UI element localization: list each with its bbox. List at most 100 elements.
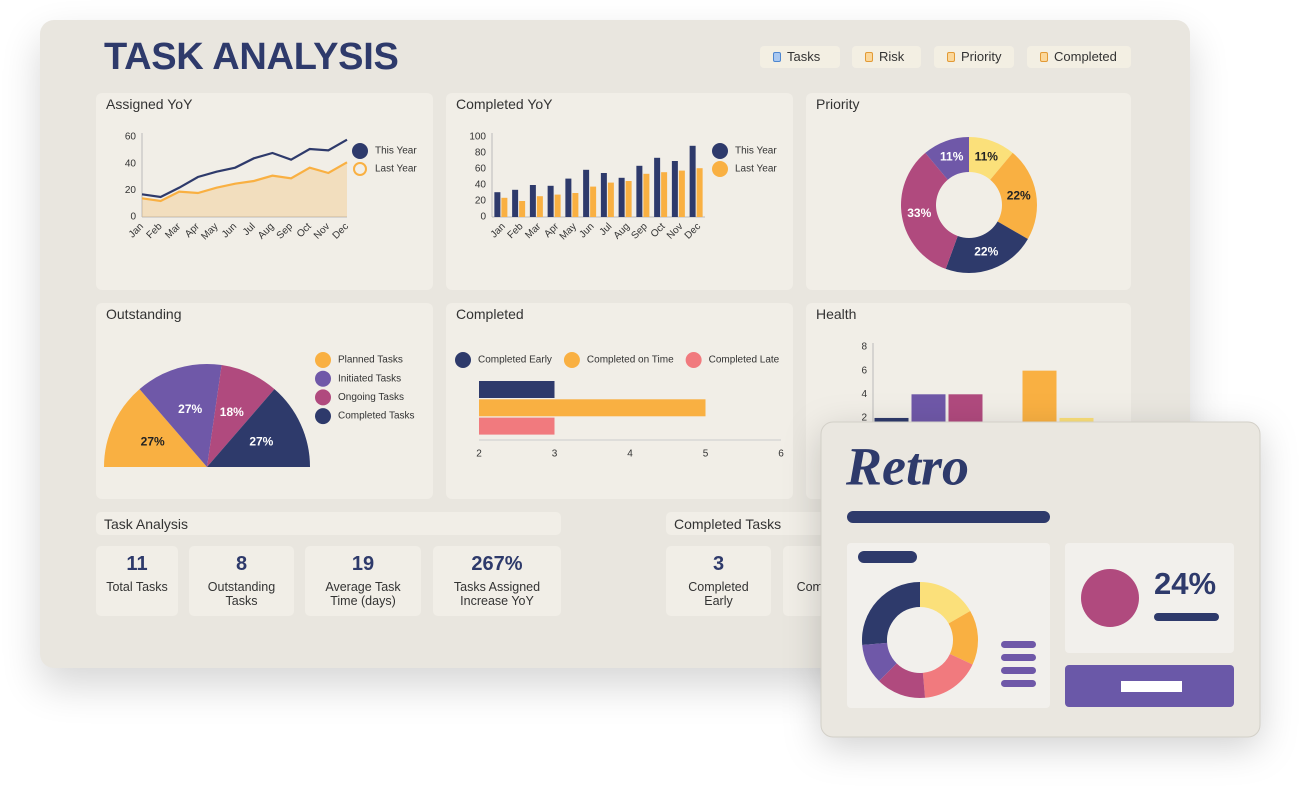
y-tick-label: 80 (475, 148, 487, 159)
decor-bar (1121, 681, 1182, 692)
value-label: 11% (940, 150, 964, 164)
page-title: TASK ANALYSIS (104, 36, 399, 78)
kpi-value: 11 (126, 553, 148, 575)
bar (678, 170, 685, 217)
legend-marker (353, 162, 367, 176)
slice (207, 365, 275, 467)
bar (554, 194, 561, 217)
kpi-card: 267% Tasks Assigned Increase YoY (433, 546, 561, 616)
value-label: 27% (249, 434, 273, 448)
decor-slice (920, 582, 971, 624)
bar (671, 161, 678, 217)
tab-label[interactable]: Completed (1054, 49, 1117, 64)
tab-label[interactable]: Risk (879, 49, 905, 64)
y-tick-label: 20 (475, 196, 487, 207)
y-tick-label: 20 (125, 185, 137, 196)
slice (139, 364, 222, 467)
value-label: 22% (1007, 188, 1031, 202)
bar (529, 185, 536, 217)
legend-label: This Year (375, 146, 417, 157)
decor-slice (922, 653, 973, 698)
legend-marker (712, 143, 728, 159)
bar (636, 165, 643, 217)
bar (479, 399, 706, 417)
value-label: 27% (178, 402, 202, 416)
x-tick-label: 3 (552, 449, 558, 460)
decor-donut (862, 582, 978, 698)
bar (618, 177, 625, 217)
bar (572, 193, 579, 217)
legend-marker (315, 408, 331, 425)
bar (689, 145, 696, 217)
overlay-value: 24% (1154, 566, 1216, 601)
kpi-label: Total Tasks (106, 580, 168, 594)
decor-slice (862, 582, 920, 646)
tab-label[interactable]: Tasks (787, 49, 821, 64)
legend-label: Completed Early (478, 355, 552, 366)
tab[interactable]: Risk (852, 46, 921, 68)
decor-line (1001, 667, 1036, 674)
decor-line (1001, 641, 1036, 648)
bar (661, 172, 668, 217)
legend-marker (315, 389, 331, 406)
bar (607, 182, 614, 217)
tab-label[interactable]: Priority (961, 49, 1002, 64)
kpi-label: Tasks Assigned Increase YoY (453, 580, 541, 608)
kpi-label: Completed Early (688, 580, 749, 608)
legend-label: Completed on Time (587, 355, 674, 366)
bar (696, 168, 703, 217)
bar (479, 417, 555, 435)
legend-label: Completed Tasks (338, 411, 415, 422)
decor-bar (858, 551, 917, 563)
bar (547, 185, 554, 217)
bar (625, 181, 632, 217)
y-tick-label: 100 (469, 132, 486, 143)
decor-bar (847, 511, 1050, 523)
y-tick-label: 8 (861, 342, 867, 353)
bar (512, 189, 519, 217)
line (141, 161, 348, 203)
slice (990, 152, 1037, 239)
tab[interactable]: Priority (934, 46, 1014, 68)
slice (104, 389, 207, 467)
section-header: Task Analysis (96, 512, 561, 535)
slice (900, 152, 958, 269)
slice (945, 221, 1028, 273)
legend-marker (712, 161, 728, 177)
chart-title: Priority (816, 96, 860, 112)
decor-line (1001, 654, 1036, 661)
chart-panel: Assigned YoY (96, 93, 433, 290)
legend-label: Planned Tasks (338, 355, 403, 366)
kpi-value: 3 (712, 553, 725, 575)
chart-title: Completed YoY (456, 96, 553, 112)
legend-label: Ongoing Tasks (338, 392, 404, 403)
bar (501, 197, 508, 217)
y-tick-label: 0 (130, 212, 136, 223)
kpi-value: 267% (471, 553, 523, 575)
y-tick-label: 2 (861, 413, 867, 424)
kpi-value: 19 (351, 553, 375, 575)
kpi-label: Outstanding Tasks (207, 580, 276, 608)
legend-label: Last Year (735, 164, 777, 175)
decor-slice (862, 642, 897, 682)
kpi-label: Average Task Time (days) (325, 580, 401, 608)
decor-circle (1081, 569, 1139, 627)
chart-title: Completed (456, 306, 524, 322)
legend-marker (315, 352, 331, 368)
value-label: 18% (220, 405, 244, 419)
value-label: 22% (974, 245, 998, 259)
bar (519, 201, 526, 217)
y-tick-label: 6 (861, 365, 867, 376)
tab[interactable]: Tasks (760, 46, 840, 68)
overlay-title: Retro (845, 436, 969, 496)
y-tick-label: 40 (475, 180, 487, 191)
bar (494, 192, 501, 217)
kpi-card: 8 Outstanding Tasks (189, 546, 294, 616)
tab[interactable]: Completed (1027, 46, 1131, 68)
chart-title: Assigned YoY (106, 96, 193, 112)
y-tick-label: 4 (861, 389, 867, 400)
line (141, 138, 348, 199)
